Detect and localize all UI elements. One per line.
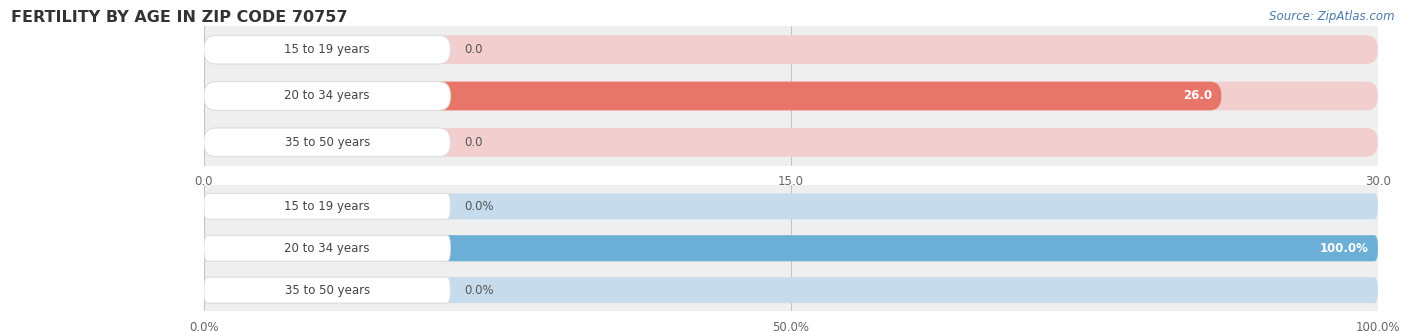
Text: 35 to 50 years: 35 to 50 years (284, 284, 370, 297)
FancyBboxPatch shape (204, 128, 450, 157)
Text: 26.0: 26.0 (1182, 89, 1212, 103)
FancyBboxPatch shape (204, 193, 1378, 219)
Text: FERTILITY BY AGE IN ZIP CODE 70757: FERTILITY BY AGE IN ZIP CODE 70757 (11, 10, 347, 25)
FancyBboxPatch shape (204, 277, 450, 303)
Text: 100.0%: 100.0% (1320, 242, 1368, 255)
Text: 0.0%: 0.0% (464, 284, 494, 297)
FancyBboxPatch shape (204, 193, 450, 219)
Text: 15 to 19 years: 15 to 19 years (284, 200, 370, 213)
Text: Source: ZipAtlas.com: Source: ZipAtlas.com (1270, 10, 1395, 23)
Text: 15 to 19 years: 15 to 19 years (284, 43, 370, 56)
Text: 20 to 34 years: 20 to 34 years (284, 89, 370, 103)
Text: 0.0: 0.0 (464, 43, 484, 56)
Text: 0.0%: 0.0% (464, 200, 494, 213)
FancyBboxPatch shape (204, 82, 450, 110)
FancyBboxPatch shape (204, 35, 1378, 64)
Text: 20 to 34 years: 20 to 34 years (284, 242, 370, 255)
FancyBboxPatch shape (204, 277, 1378, 303)
FancyBboxPatch shape (204, 35, 450, 64)
FancyBboxPatch shape (204, 235, 1378, 261)
Text: 35 to 50 years: 35 to 50 years (284, 136, 370, 149)
Text: 0.0: 0.0 (464, 136, 484, 149)
FancyBboxPatch shape (204, 82, 1378, 110)
FancyBboxPatch shape (204, 128, 1378, 157)
FancyBboxPatch shape (204, 235, 450, 261)
FancyBboxPatch shape (204, 82, 1222, 110)
FancyBboxPatch shape (204, 235, 1378, 261)
